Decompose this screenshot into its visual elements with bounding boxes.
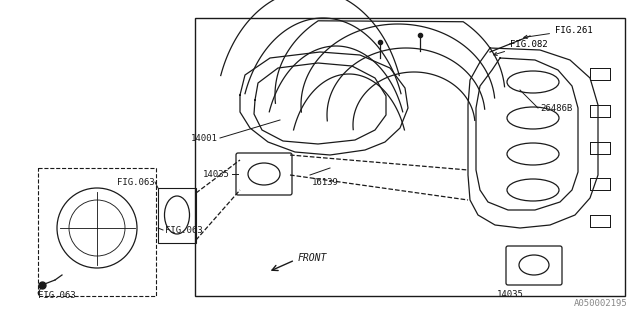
Text: 26486B: 26486B [540,103,572,113]
Bar [38,168,156,296]
Text: FIG.063: FIG.063 [117,178,155,187]
Text: FIG.261: FIG.261 [524,26,593,39]
Text: FIG.063: FIG.063 [165,226,203,235]
Text: FIG.063: FIG.063 [38,291,76,300]
Text: A050002195: A050002195 [574,299,628,308]
Text: FIG.082: FIG.082 [493,39,548,55]
Text: 14035: 14035 [203,170,230,179]
Bar [195,18,625,296]
Text: 16139: 16139 [312,178,339,187]
Text: 14035: 14035 [497,290,524,299]
Bar [158,188,196,243]
Text: 14001: 14001 [191,133,218,142]
Text: FRONT: FRONT [298,253,328,263]
